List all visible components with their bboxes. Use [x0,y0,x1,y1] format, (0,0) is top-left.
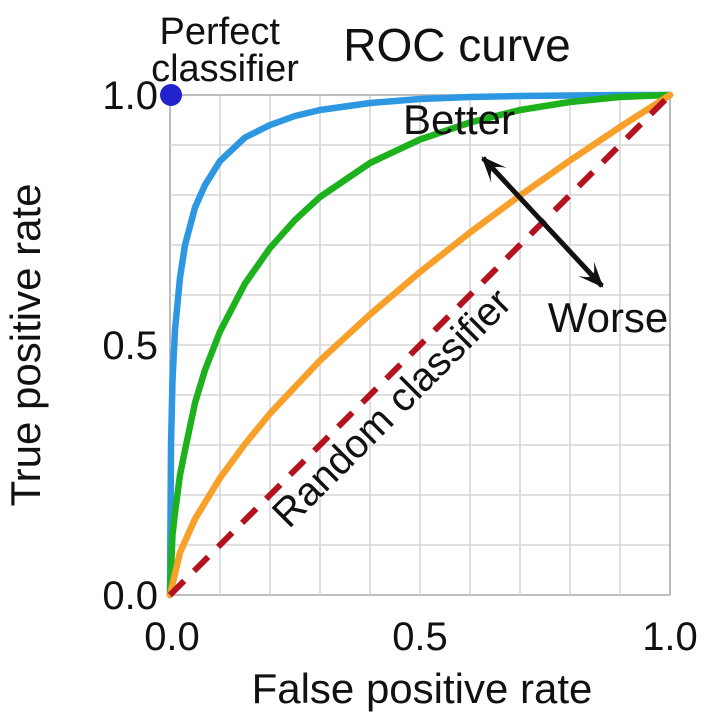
perfect-classifier-point [160,84,182,106]
worse-label: Worse [548,294,669,341]
perfect-classifier-label-line1: Perfect [160,11,281,53]
ytick-0.5: 0.5 [102,324,158,368]
x-axis-label: False positive rate [252,665,593,712]
ytick-1.0: 1.0 [102,74,158,118]
chart-title: ROC curve [343,19,570,71]
perfect-classifier-label: Perfect classifier [151,11,299,90]
better-label: Better [403,96,515,143]
xtick-0.5: 0.5 [392,615,448,659]
xtick-1.0: 1.0 [642,615,698,659]
perfect-classifier-label-line2: classifier [151,48,299,90]
y-axis-label: True positive rate [2,184,49,507]
xtick-0.0: 0.0 [144,615,200,659]
curve-excellent [166,91,674,599]
ytick-0.0: 0.0 [102,574,158,618]
curve-good [166,91,674,599]
better-worse-arrow [481,156,604,288]
random-classifier-label: Random classifier [264,280,520,536]
